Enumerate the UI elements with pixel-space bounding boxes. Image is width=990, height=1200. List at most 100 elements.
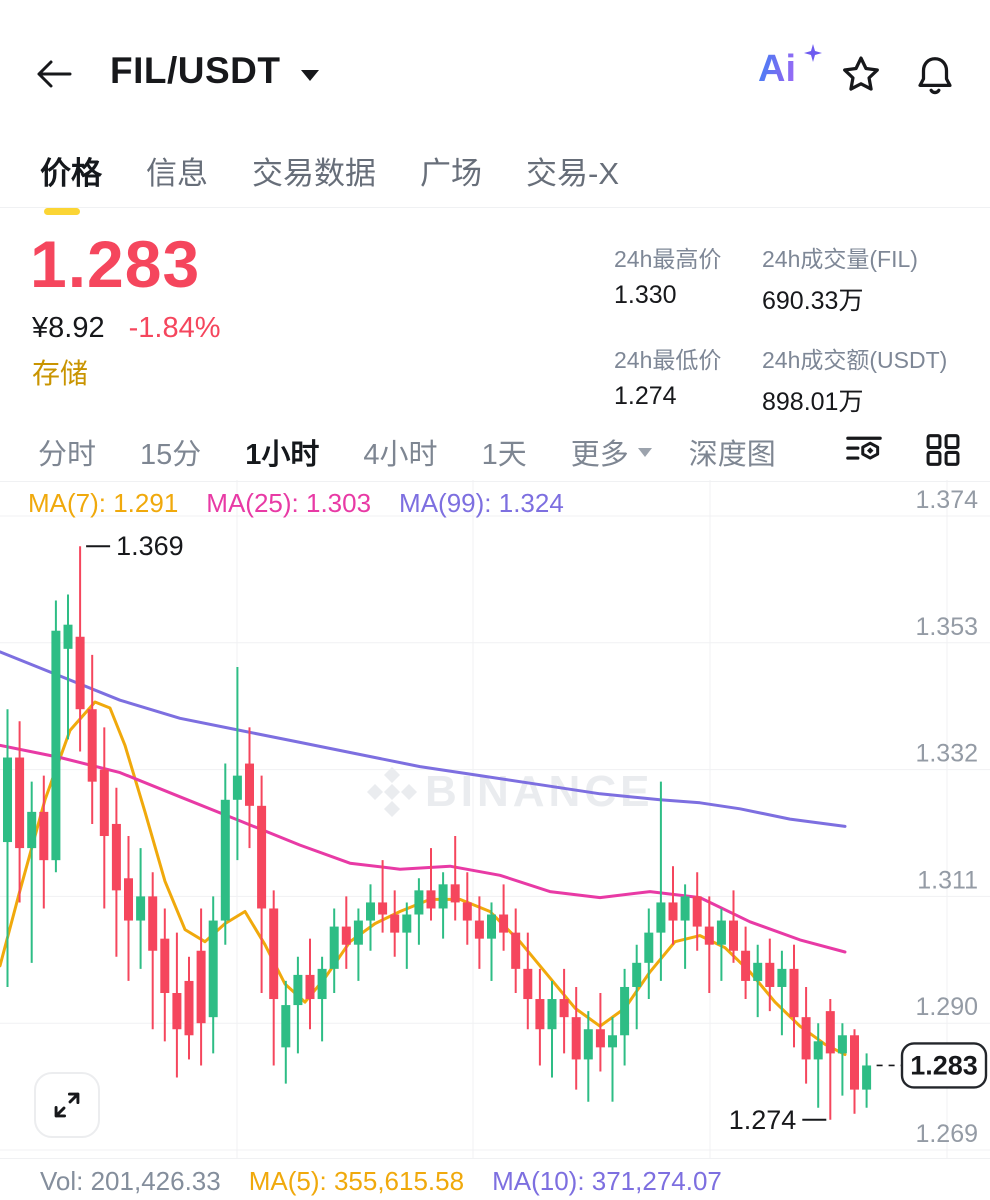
candle-body — [462, 902, 472, 921]
vol-ma10: MA(10): 371,274.07 — [492, 1166, 722, 1196]
candle-body — [378, 902, 388, 915]
stats-grid: 24h最高价 1.330 24h成交量(FIL) 690.33万 24h最低价 … — [614, 240, 970, 418]
candle-body — [680, 896, 690, 921]
candle-body — [160, 938, 170, 994]
price-axis-label: 1.290 — [915, 993, 978, 1021]
candle-body — [583, 1029, 593, 1060]
candle-body — [741, 950, 751, 981]
candle-body — [862, 1065, 872, 1090]
timeframe-more-dropdown[interactable]: 更多 — [571, 431, 653, 473]
tab-info[interactable]: 信息 — [146, 148, 208, 215]
candle-body — [850, 1035, 859, 1090]
candle-body — [438, 884, 448, 909]
stat-value: 1.330 — [614, 281, 677, 309]
timeframe-minute[interactable]: 分时 — [38, 439, 97, 471]
candle-body — [535, 999, 545, 1030]
candle-body — [245, 763, 254, 806]
timeframe-4h[interactable]: 4小时 — [363, 439, 438, 471]
candle-body — [111, 823, 121, 891]
candle-body — [825, 1011, 835, 1054]
price-axis-label: 1.353 — [915, 613, 978, 641]
tab-square[interactable]: 广场 — [420, 148, 482, 215]
chevron-down-icon[interactable] — [300, 68, 320, 87]
low-annotation-label: 1.274 — [729, 1105, 797, 1135]
ma-line-ma25 — [0, 743, 847, 954]
back-arrow-icon — [37, 60, 72, 88]
pair-title[interactable]: FIL/USDT — [110, 50, 281, 91]
candle-body — [559, 999, 569, 1018]
fullscreen-expand-button[interactable] — [34, 1072, 100, 1138]
tab-trade-x[interactable]: 交易-X — [526, 148, 619, 215]
active-tab-underline — [44, 208, 80, 215]
candle-body — [620, 986, 630, 1036]
candle-body — [172, 993, 182, 1030]
expand-arrows-icon — [54, 1092, 80, 1118]
candle-body — [293, 974, 303, 1006]
price-change-row: ¥8.92 -1.84% — [32, 312, 221, 345]
candle-body — [608, 1035, 617, 1048]
candle-body — [329, 926, 339, 969]
candle-body — [353, 920, 363, 945]
ai-assistant-button[interactable]: Ai — [758, 44, 822, 96]
divider — [0, 481, 990, 482]
notifications-button[interactable] — [912, 52, 958, 103]
candle-body — [257, 805, 267, 909]
candle-body — [75, 636, 85, 710]
candle-body — [692, 896, 702, 927]
tab-trading-data[interactable]: 交易数据 — [252, 148, 376, 215]
candle-body — [813, 1041, 823, 1060]
vol-ma5: MA(5): 355,615.58 — [248, 1166, 465, 1196]
tab-label: 交易-X — [526, 156, 619, 191]
sparkle-icon — [804, 44, 822, 67]
candle-body — [196, 950, 206, 1024]
stat-24h-volume: 24h成交量(FIL) 690.33万 — [762, 240, 970, 317]
tab-label: 价格 — [40, 156, 102, 191]
page-tabs: 价格 信息 交易数据 广场 交易-X — [40, 148, 619, 215]
binance-watermark-logo — [367, 767, 417, 817]
grid-icon — [926, 434, 960, 466]
candle-body — [704, 926, 714, 945]
back-button[interactable] — [34, 56, 74, 92]
ma7-legend: MA(7): 1.291 — [28, 488, 179, 518]
stat-value: 898.01万 — [762, 388, 864, 416]
timeframe-15m[interactable]: 15分 — [140, 439, 202, 471]
candle-body — [63, 624, 73, 649]
ma-line-ma7 — [0, 700, 847, 1057]
candle-body — [232, 775, 242, 800]
timeframe-1h[interactable]: 1小时 — [245, 439, 320, 471]
candle-body — [716, 920, 726, 945]
last-price: 1.283 — [30, 227, 201, 301]
stat-value: 1.274 — [614, 382, 677, 410]
stat-label: 24h最高价 — [614, 246, 722, 272]
high-annotation-label: 1.369 — [116, 531, 184, 561]
stat-24h-low: 24h最低价 1.274 — [614, 341, 762, 418]
stat-label: 24h成交额(USDT) — [762, 347, 948, 373]
more-label: 更多 — [570, 439, 629, 471]
category-tag[interactable]: 存储 — [32, 358, 89, 389]
candlestick-chart[interactable]: BINANCE 1.369 1.274 1.283 1.374 1.353 1.332 1.3… — [0, 480, 990, 1160]
depth-chart-button[interactable]: 深度图 — [688, 439, 776, 471]
vol-value: Vol: 201,426.33 — [40, 1166, 221, 1196]
candle-body — [39, 811, 49, 861]
stat-24h-turnover: 24h成交额(USDT) 898.01万 — [762, 341, 970, 418]
layout-grid-button[interactable] — [924, 432, 962, 476]
candle-body — [499, 914, 509, 933]
current-price-pill-label: 1.283 — [910, 1050, 978, 1080]
candle-body — [789, 968, 799, 1018]
candle-body — [801, 1017, 811, 1060]
candle-body — [450, 884, 460, 903]
indicator-settings-button[interactable] — [844, 432, 884, 476]
timeframe-1d[interactable]: 1天 — [481, 439, 527, 471]
ma-legend: MA(7): 1.291 MA(25): 1.303 MA(99): 1.324 — [28, 488, 564, 519]
tab-price[interactable]: 价格 — [40, 148, 102, 215]
candle-body — [837, 1035, 847, 1054]
candle-body — [426, 890, 436, 909]
candle-body — [656, 902, 666, 933]
binance-watermark-text: BINANCE — [425, 767, 653, 816]
favorite-star-button[interactable] — [838, 52, 884, 103]
candle-body — [414, 890, 424, 915]
candle-body — [474, 920, 484, 939]
candle-body — [99, 769, 109, 837]
candle-body — [402, 914, 412, 933]
